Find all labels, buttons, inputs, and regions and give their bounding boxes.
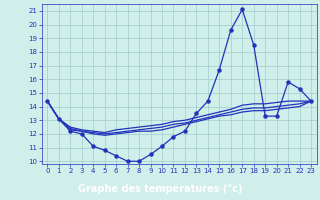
Text: Graphe des températures (°c): Graphe des températures (°c)	[78, 183, 242, 194]
